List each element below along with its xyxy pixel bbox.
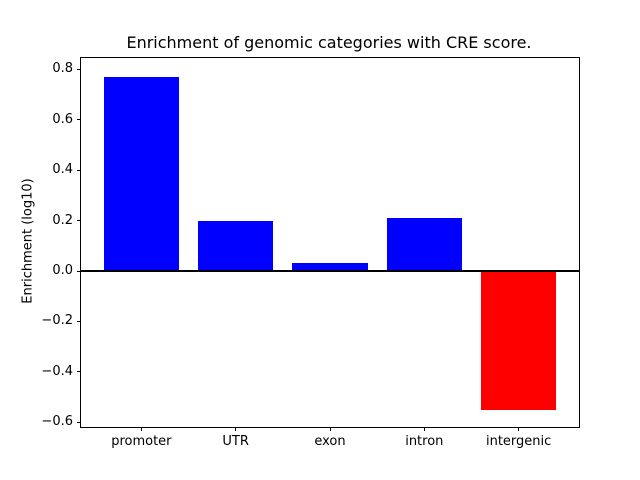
y-tick-label: 0.8 [52,61,73,77]
y-tick [77,220,81,222]
y-tick-label: −0.4 [41,364,73,380]
x-tick [423,427,425,431]
bar-promoter [103,76,180,271]
x-tick-label-intron: intron [405,434,444,449]
y-tick [77,68,81,70]
x-tick [329,427,331,431]
y-tick-label: 0.6 [52,111,73,127]
chart-title: Enrichment of genomic categories with CR… [126,33,532,52]
y-tick-label: 0.2 [52,212,73,228]
x-tick-label-intergenic: intergenic [485,434,552,449]
y-tick-label: −0.2 [41,313,73,329]
bar-UTR [197,220,274,271]
y-tick [77,270,81,272]
x-tick [140,427,142,431]
y-tick-label: −0.6 [41,414,73,430]
x-tick [518,427,520,431]
y-tick [77,119,81,121]
y-tick [77,320,81,322]
x-tick-label-promoter: promoter [111,434,172,449]
x-tick [235,427,237,431]
x-tick-label-UTR: UTR [222,434,249,449]
y-tick-label: 0.0 [52,263,73,279]
bar-intron [386,218,463,272]
y-axis-label: Enrichment (log10) [20,178,36,304]
x-tick-label-exon: exon [314,434,346,449]
y-tick [77,421,81,423]
bar-exon [292,263,368,271]
bar-intergenic [480,271,557,410]
y-tick-label: 0.4 [52,162,73,178]
y-tick [77,169,81,171]
plot-area: 0.8 0.6 0.4 0.2 0.0 −0.2 −0.4 −0.6 promoter UTR ex… [41,57,580,449]
y-tick [77,371,81,373]
zero-line [81,270,579,273]
